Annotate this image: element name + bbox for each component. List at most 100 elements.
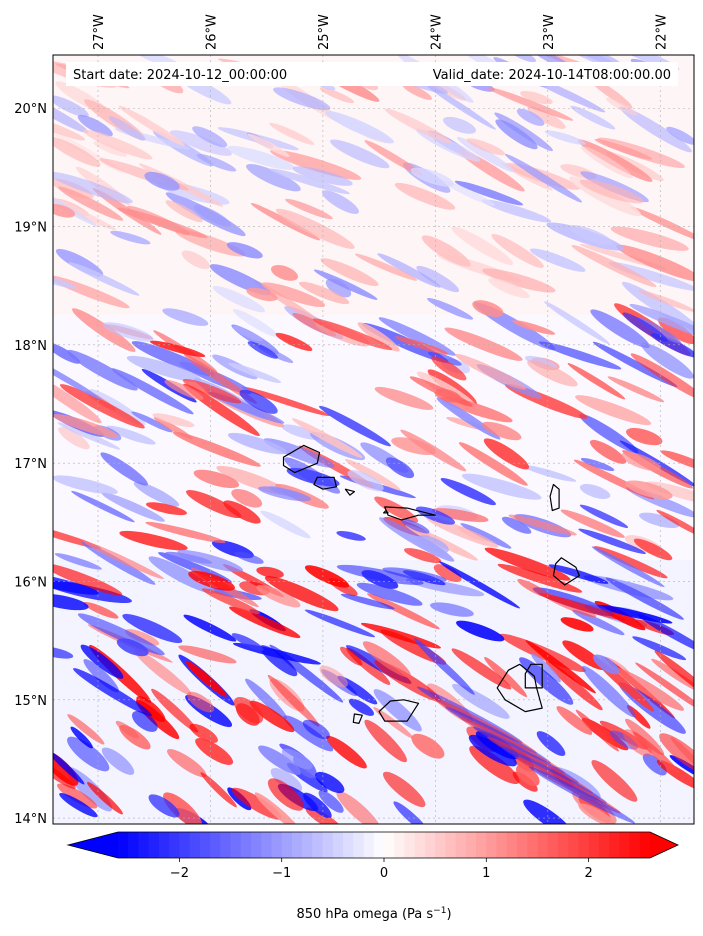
field-streak [93, 141, 128, 157]
field-streak [182, 379, 242, 404]
colorbar-bin [455, 832, 467, 858]
field-streak [619, 440, 694, 488]
field-streak [127, 205, 190, 236]
colorbar-bin [424, 832, 436, 858]
field-streak [186, 489, 242, 519]
field-streak [377, 253, 441, 288]
colorbar-bin [302, 832, 313, 858]
colorbar-bin [261, 832, 273, 858]
field-streak [538, 341, 622, 370]
field-streak [247, 133, 290, 157]
field-streak [167, 748, 207, 778]
field-streak [610, 226, 689, 251]
field-streak [57, 783, 98, 809]
field-streak [267, 778, 304, 811]
field-streak [544, 130, 586, 145]
field-streak [183, 354, 258, 404]
colorbar-bin [496, 832, 508, 858]
field-streak [291, 418, 363, 458]
field-streak [537, 592, 626, 621]
field-streak [53, 204, 76, 218]
field-streak [269, 168, 350, 195]
field-streak [456, 620, 505, 642]
field-streak [67, 349, 138, 391]
field-streak [373, 706, 414, 739]
field-streak [53, 646, 74, 659]
field-streak [512, 320, 556, 335]
colorbar-bin [332, 832, 344, 858]
field-streak [590, 309, 650, 349]
field-streak [164, 379, 204, 400]
field-streak [442, 180, 496, 207]
field-streak [246, 287, 278, 302]
field-streak [486, 86, 574, 121]
field-streak [597, 604, 673, 624]
field-streak [501, 516, 532, 534]
field-streak [131, 710, 158, 732]
field-streak [53, 414, 118, 438]
field-streak [660, 450, 694, 472]
field-streak [254, 792, 301, 824]
field-streak [562, 640, 606, 671]
field-streak [520, 90, 553, 105]
colorbar-bin [291, 832, 303, 858]
field-streak [569, 225, 613, 246]
colorbar-bin [281, 832, 293, 858]
field-streak [578, 803, 616, 824]
field-streak [77, 613, 165, 656]
island-outlines [282, 444, 580, 724]
longitude-label: 22°W [654, 14, 669, 50]
field-streak [382, 567, 447, 582]
island-outline [524, 663, 543, 689]
colorbar-label: 850 hPa omega (Pa s−1) [296, 906, 451, 922]
field-streak [312, 318, 393, 351]
field-streak [152, 413, 195, 428]
field-streak [434, 388, 462, 403]
field-streak [329, 139, 390, 169]
field-streak [362, 641, 411, 678]
field-streak [616, 244, 694, 282]
field-streak [455, 353, 527, 390]
field-streak [488, 278, 530, 299]
field-streak [523, 799, 573, 824]
field-streak [200, 772, 237, 808]
field-streak [229, 606, 301, 639]
field-streak [57, 422, 121, 450]
field-streak [249, 700, 295, 733]
field-streak [367, 593, 440, 630]
colorbar-bin [527, 832, 539, 858]
field-streak [638, 290, 694, 312]
field-streak [275, 208, 355, 249]
field-streak [275, 332, 313, 351]
field-streak [53, 95, 89, 118]
field-streak [269, 644, 344, 703]
field-streak [53, 116, 86, 141]
field-streak [110, 230, 151, 245]
colorbar-bin [138, 832, 150, 858]
latitude-label: 20°N [14, 102, 47, 117]
longitude-label: 27°W [92, 14, 107, 50]
field-streak [108, 116, 146, 141]
field-streak [304, 609, 376, 638]
field-streak [536, 731, 566, 757]
field-streak [560, 509, 625, 538]
colorbar-tick-label: 0 [380, 866, 388, 881]
field-streak [145, 521, 226, 544]
colorbar-bin [578, 832, 590, 858]
field-streak [545, 660, 603, 711]
field-streak [322, 190, 359, 214]
field-streak [458, 442, 528, 486]
field-streak [53, 571, 99, 595]
field-streak [231, 787, 282, 820]
field-streak [416, 265, 460, 293]
field-streak [461, 473, 542, 500]
colorbar-bin [251, 832, 262, 858]
field-streak [356, 582, 423, 606]
field-streak [304, 565, 350, 588]
field-streak [560, 617, 594, 632]
colorbar-bin [557, 832, 569, 858]
field-streak [319, 665, 348, 688]
field-streak [605, 577, 684, 620]
colorbar-bin [189, 832, 201, 858]
field-streak [519, 657, 574, 705]
